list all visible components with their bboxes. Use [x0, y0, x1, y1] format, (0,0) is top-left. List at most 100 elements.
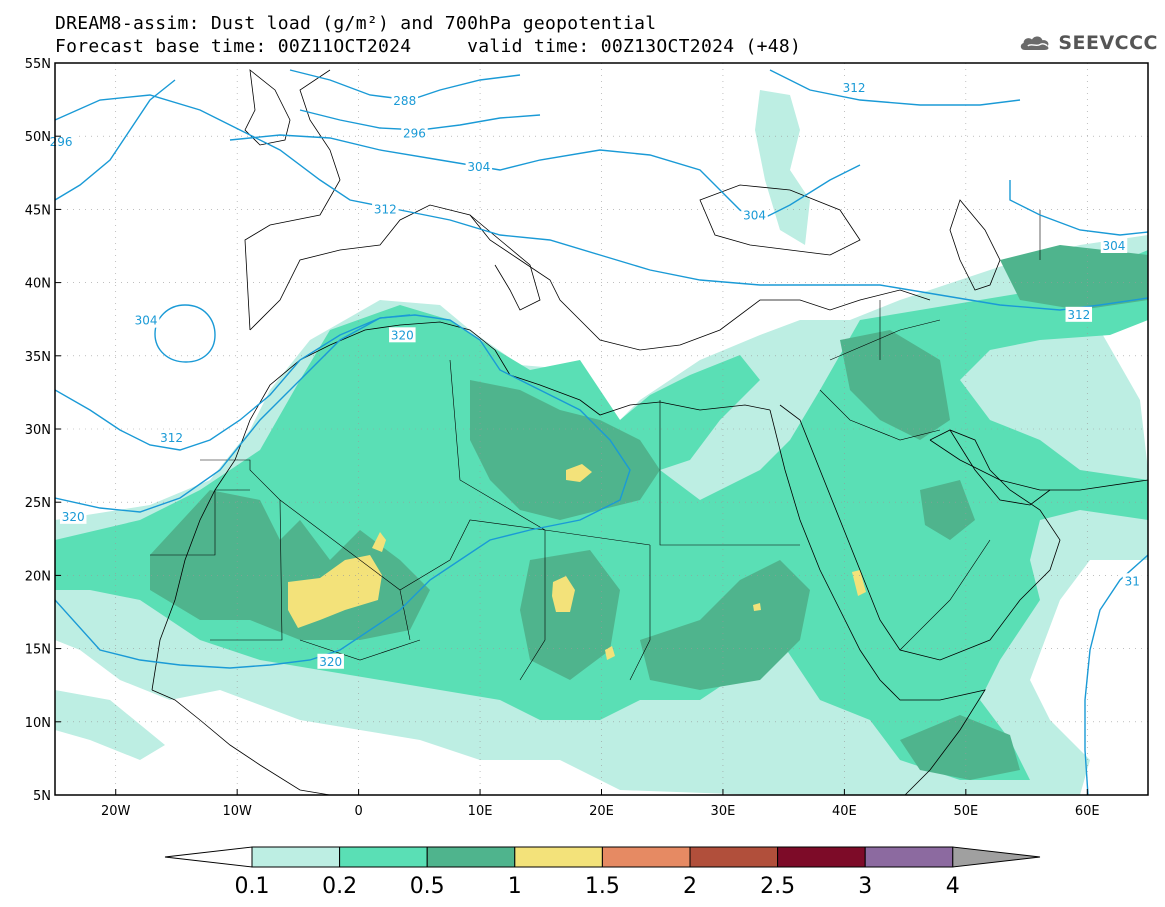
coastline-britain: [244, 69, 291, 146]
seevccc-logo: SEEVCCC: [1018, 26, 1158, 60]
coastline-europe-south: [249, 204, 931, 351]
contour-label-bg: [372, 201, 399, 217]
lat-tick-label: 45N: [25, 203, 51, 218]
map-subtitle: Forecast base time: 00Z11OCT2024 valid t…: [55, 36, 802, 57]
logo-text: SEEVCCC: [1058, 32, 1158, 54]
contour-label: 320: [319, 655, 342, 669]
coastline-persian-gulf: [949, 429, 1051, 506]
dust-yellow-area: [552, 576, 575, 612]
colorbar-segment: [864, 846, 954, 868]
lon-tick-label: 0: [354, 804, 362, 819]
lat-tick-label: 55N: [25, 57, 51, 72]
dust-dark-area: [840, 330, 950, 440]
lat-tick-label: 30N: [25, 423, 51, 438]
contour-label-bg: [132, 312, 160, 328]
dust-dark-area: [640, 560, 810, 690]
contour-label: 320: [62, 510, 85, 524]
contour-label-bg: [465, 158, 493, 174]
lat-tick-label: 15N: [25, 643, 51, 658]
contour-label-bg: [158, 429, 185, 445]
coastline-italy: [469, 214, 541, 311]
contour-label: 288: [393, 94, 416, 108]
contour-label-bg: [391, 93, 419, 109]
map-title: DREAM8-assim: Dust load (g/m²) and 700hP…: [55, 13, 657, 34]
colorbar-label: 4: [946, 874, 960, 899]
coastline-persia: [929, 439, 1148, 491]
contour-label-bg: [1065, 306, 1093, 322]
coastline-black-sea: [699, 184, 861, 256]
dust-light-area: [755, 90, 810, 245]
lon-tick-label: 40E: [832, 804, 857, 819]
colorbar: 0.1 0.2 0.5 1 1.5 2 2.5 3 4: [164, 846, 1041, 899]
contour-label: 304: [1103, 239, 1126, 253]
lon-tick-label: 60E: [1075, 804, 1100, 819]
lon-tick-label: 10E: [468, 804, 493, 819]
colorbar-over-arrow: [952, 846, 1041, 868]
lat-tick-label: 35N: [25, 350, 51, 365]
contour-label: 312: [374, 202, 397, 216]
contour-label-bg: [1122, 573, 1142, 589]
geopotential-contours: [55, 69, 1148, 795]
border-lines: [150, 210, 1041, 681]
contour-label-bg: [840, 79, 868, 95]
lat-tick-label: 40N: [25, 277, 51, 292]
colorbar-segment: [777, 846, 866, 868]
lat-tick-label: 25N: [25, 496, 51, 511]
contour-312: [55, 94, 1148, 311]
contour-304: [229, 134, 861, 221]
contour-320: [55, 314, 631, 669]
colorbar-segment: [514, 846, 603, 868]
dust-dark-area: [920, 480, 975, 540]
contour-labels: 296 288 296 304 312 312 304 304 304 320 312 312 320 3…: [47, 79, 1142, 669]
colorbar-segment: [251, 846, 341, 868]
colorbar-label: 0.2: [322, 874, 357, 899]
contour-label-bg: [59, 508, 87, 524]
contour-label: 312: [1067, 308, 1090, 322]
colorbar-under-arrow: [164, 846, 253, 868]
colorbar-label: 2: [683, 874, 697, 899]
dust-dark-area: [900, 715, 1020, 780]
coastline-caspian: [949, 199, 1001, 291]
lon-tick-label: 50E: [953, 804, 978, 819]
contour-label: 312: [160, 431, 183, 445]
contour-label: 31: [1125, 574, 1140, 588]
lon-tick-label: 20E: [589, 804, 614, 819]
contour-label-bg: [1100, 238, 1128, 253]
dust-yellow-area: [566, 464, 592, 482]
contour-304-east: [1009, 180, 1148, 236]
contour-label: 296: [403, 126, 426, 140]
axis-ticks: 20W 10W 0 10E 20E 30E 40E 50E 60E 55N 50N 45N 40N 35N…: [25, 57, 1100, 819]
contour-label-bg: [741, 207, 768, 223]
coastline-north-africa: [151, 321, 771, 691]
dust-yellow-area: [753, 603, 761, 611]
dust-yellow-area: [852, 570, 866, 596]
colorbar-label: 2.5: [760, 874, 795, 899]
lat-tick-label: 5N: [33, 789, 51, 804]
coastlines-and-borders: [150, 69, 1148, 795]
coastline-west-africa: [151, 689, 331, 795]
colorbar-segment: [339, 846, 428, 868]
contour-312-south: [55, 314, 411, 451]
contour-31x-east: [1084, 554, 1148, 795]
lat-tick-label: 20N: [25, 569, 51, 584]
coastline-europe-west: [244, 69, 341, 331]
contour-label-bg: [389, 327, 416, 343]
contour-label: 312: [843, 81, 866, 95]
colorbar-segment: [601, 846, 691, 868]
contour-label-bg: [317, 653, 344, 669]
dust-dark-area: [1000, 245, 1148, 310]
lon-tick-label: 10W: [222, 804, 252, 819]
dust-dark-area: [470, 380, 660, 520]
colorbar-label: 1.5: [585, 874, 620, 899]
dust-yellow-area: [372, 532, 386, 552]
contour-label: 320: [391, 328, 414, 342]
coastline-arabia: [779, 404, 1061, 661]
lon-tick-label: 30E: [711, 804, 736, 819]
contour-label-bg: [401, 125, 428, 141]
dust-yellow-area: [605, 646, 615, 660]
cloud-logo-icon: [1020, 36, 1049, 50]
contour-label: 296: [50, 135, 73, 149]
contour-label: 304: [743, 208, 766, 222]
grid-lines: [55, 63, 1148, 795]
